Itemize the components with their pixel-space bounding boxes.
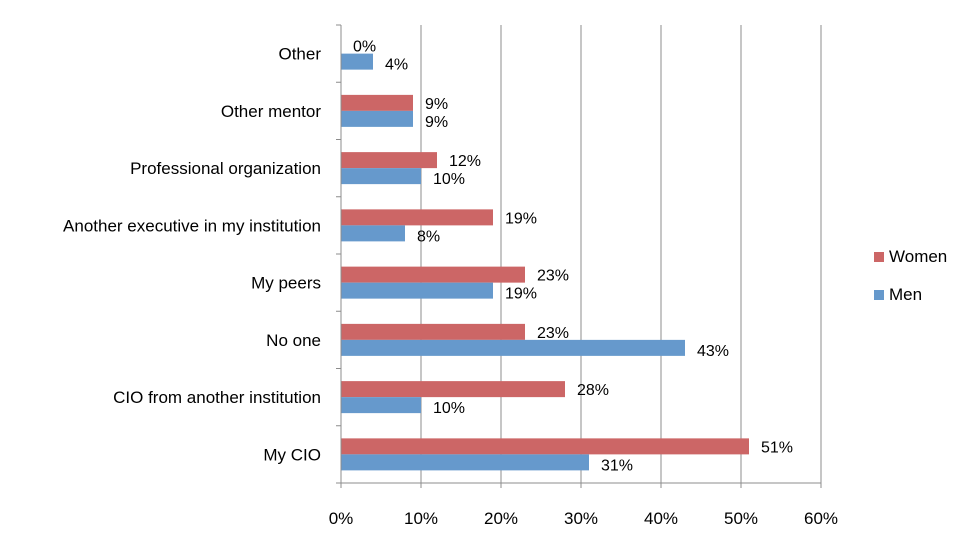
x-tick-label-30: 30%	[564, 509, 598, 528]
data-label-women-no-one: 23%	[537, 325, 569, 342]
data-label-women-other: 0%	[353, 39, 376, 56]
bar-men-other-mentor	[341, 110, 413, 127]
bar-women-no-one	[341, 323, 525, 340]
x-tick-label-10: 10%	[404, 509, 438, 528]
bar-men-cio-from-another-institution	[341, 397, 421, 414]
data-label-women-my-cio: 51%	[761, 439, 793, 456]
bar-men-no-one	[341, 339, 685, 356]
legend-label-men: Men	[889, 285, 922, 304]
bars	[341, 53, 749, 471]
x-tick-label-40: 40%	[644, 509, 678, 528]
bar-women-professional-organization	[341, 152, 437, 169]
data-label-men-my-cio: 31%	[601, 457, 633, 474]
data-label-men-my-peers: 19%	[505, 286, 537, 303]
bar-men-professional-organization	[341, 168, 421, 185]
legend-swatch-men	[874, 290, 884, 300]
bar-men-another-executive-in-my-institution	[341, 225, 405, 242]
bar-men-my-peers	[341, 282, 493, 299]
x-tick-label-0: 0%	[329, 509, 354, 528]
gridlines	[420, 25, 822, 483]
data-label-men-cio-from-another-institution: 10%	[433, 400, 465, 417]
category-label-my-cio: My CIO	[263, 445, 321, 464]
data-label-women-professional-organization: 12%	[449, 153, 481, 170]
category-label-another-executive-in-my-institution: Another executive in my institution	[63, 216, 321, 235]
category-label-professional-organization: Professional organization	[130, 159, 321, 178]
data-label-women-another-executive-in-my-institution: 19%	[505, 210, 537, 227]
legend-swatch-women	[874, 252, 884, 262]
axes	[336, 24, 822, 488]
data-label-women-my-peers: 23%	[537, 268, 569, 285]
bar-women-my-cio	[341, 438, 749, 455]
x-tick-label-60: 60%	[804, 509, 838, 528]
category-labels: Other Other mentor Professional organizati…	[63, 45, 321, 465]
category-label-my-peers: My peers	[251, 274, 321, 293]
legend: Women Men	[874, 247, 947, 304]
data-label-men-other-mentor: 9%	[425, 114, 448, 131]
bar-men-my-cio	[341, 454, 589, 471]
bar-women-another-executive-in-my-institution	[341, 209, 493, 226]
category-label-other: Other	[278, 45, 321, 64]
bar-women-cio-from-another-institution	[341, 381, 565, 398]
category-label-no-one: No one	[266, 331, 321, 350]
data-label-men-another-executive-in-my-institution: 8%	[417, 228, 440, 245]
x-tick-label-50: 50%	[724, 509, 758, 528]
data-label-men-other: 4%	[385, 57, 408, 74]
bar-women-other-mentor	[341, 94, 413, 111]
bar-women-my-peers	[341, 266, 525, 283]
data-label-men-professional-organization: 10%	[433, 171, 465, 188]
category-label-other-mentor: Other mentor	[221, 102, 321, 121]
tick-labels: 0% 10% 20% 30% 40% 50% 60%	[329, 509, 838, 528]
data-labels: 0%4%9%9%12%10%19%8%23%19%23%43%28%10%51%…	[353, 39, 793, 475]
data-label-men-no-one: 43%	[697, 343, 729, 360]
legend-label-women: Women	[889, 247, 947, 266]
bar-men-other	[341, 53, 373, 70]
data-label-women-cio-from-another-institution: 28%	[577, 382, 609, 399]
category-label-cio-from-another-institution: CIO from another institution	[113, 388, 321, 407]
x-tick-label-20: 20%	[484, 509, 518, 528]
data-label-women-other-mentor: 9%	[425, 96, 448, 113]
